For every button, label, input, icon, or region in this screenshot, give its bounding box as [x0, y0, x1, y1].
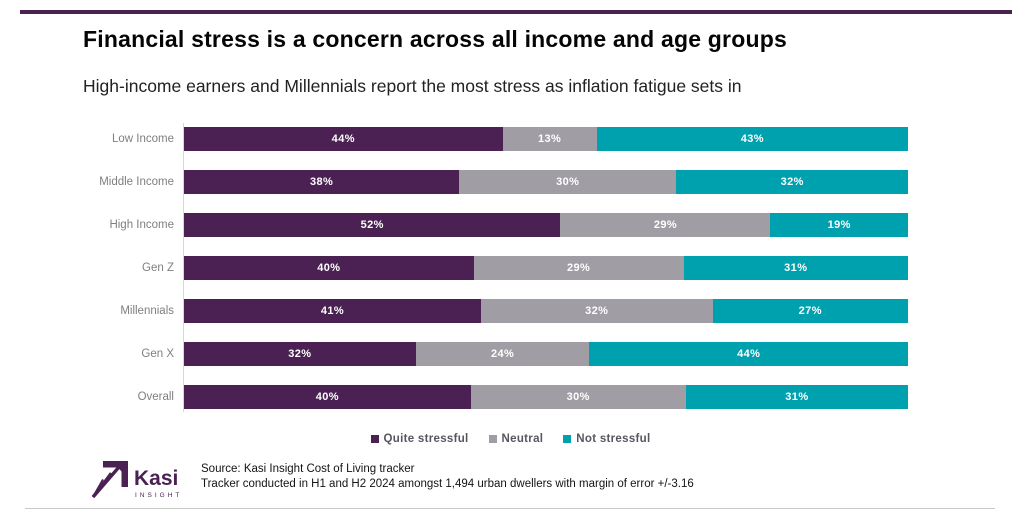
category-label: Gen X	[141, 348, 174, 360]
data-label: 29%	[566, 262, 591, 274]
data-label: 43%	[740, 133, 764, 145]
chart-title: Financial stress is a concern across all…	[83, 26, 787, 52]
data-label: 29%	[653, 219, 678, 231]
data-label: 30%	[556, 176, 580, 188]
chart-row: Millennials 41% 32% 27%	[0, 299, 1021, 323]
legend-swatch-icon	[488, 435, 497, 443]
y-axis-line	[183, 123, 184, 412]
data-label: 31%	[785, 391, 809, 403]
bar-segment: 30%	[470, 385, 686, 409]
bar-segment: 41%	[184, 299, 481, 323]
source-line-1: Source: Kasi Insight Cost of Living trac…	[201, 463, 415, 475]
bar-stack: 38% 30% 32%	[184, 170, 909, 194]
data-label: 32%	[288, 348, 312, 360]
bar-segment: 40%	[184, 256, 474, 280]
bar-segment: 31%	[685, 385, 908, 409]
bar-segment: 29%	[473, 256, 684, 280]
bar-segment: 24%	[415, 342, 590, 366]
bar-segment: 19%	[770, 213, 908, 237]
chart-row: Gen Z 40% 29% 31%	[0, 256, 1021, 280]
source-note: Source: Kasi Insight Cost of Living trac…	[201, 462, 901, 492]
bar-segment: 29%	[560, 213, 771, 237]
legend-label: Quite stressful	[383, 433, 469, 445]
bar-segment: 38%	[184, 170, 460, 194]
chart-row: Overall 40% 30% 31%	[0, 385, 1021, 409]
bar-stack: 40% 29% 31%	[184, 256, 908, 280]
top-accent-rule	[20, 10, 1012, 14]
bar-segment: 52%	[184, 213, 561, 237]
bar-segment: 32%	[184, 342, 416, 366]
bar-segment: 30%	[459, 170, 677, 194]
bottom-divider-rule	[25, 508, 995, 509]
data-label: 44%	[331, 133, 355, 145]
bar-stack: 41% 32% 27%	[184, 299, 909, 323]
data-label: 41%	[320, 305, 345, 317]
bar-segment: 44%	[589, 342, 909, 366]
chart-row: High Income 52% 29% 19%	[0, 213, 1021, 237]
kasi-insight-logo: Kasi INSIGHT	[91, 461, 182, 499]
bar-segment: 43%	[596, 127, 908, 151]
legend-swatch-icon	[563, 435, 572, 443]
kasi-logo-arrow-icon	[91, 461, 128, 499]
legend-item: Quite stressful	[370, 433, 469, 445]
legend-swatch-icon	[370, 435, 379, 443]
bar-segment: 13%	[502, 127, 597, 151]
data-label: 30%	[566, 391, 590, 403]
data-label: 38%	[309, 176, 334, 188]
kasi-logo-sub-text: INSIGHT	[135, 492, 182, 499]
bar-stack: 52% 29% 19%	[184, 213, 908, 237]
data-label: 52%	[360, 219, 384, 231]
bar-stack: 32% 24% 44%	[184, 342, 909, 366]
legend-item: Neutral	[488, 433, 544, 445]
bar-segment: 32%	[480, 299, 713, 323]
source-line-2: Tracker conducted in H1 and H2 2024 amon…	[201, 478, 694, 490]
bar-segment: 31%	[683, 256, 908, 280]
bar-segment: 27%	[712, 299, 909, 323]
bar-stack: 44% 13% 43%	[184, 127, 908, 151]
category-label: Middle Income	[99, 176, 174, 188]
stacked-bar-chart: Low Income 44% 13% 43% Middle Income 38% 30% 32…	[0, 127, 1021, 428]
category-label: Millennials	[120, 305, 174, 317]
data-label: 24%	[490, 348, 515, 360]
data-label: 40%	[317, 262, 341, 274]
kasi-logo-brand-text: Kasi	[134, 467, 178, 490]
data-label: 31%	[784, 262, 808, 274]
chart-subtitle: High-income earners and Millennials repo…	[83, 76, 742, 96]
category-label: Overall	[137, 391, 174, 403]
chart-row: Middle Income 38% 30% 32%	[0, 170, 1021, 194]
data-label: 27%	[798, 305, 822, 317]
legend-label: Neutral	[501, 433, 544, 445]
bar-segment: 32%	[676, 170, 909, 194]
category-label: Low Income	[111, 133, 174, 145]
data-label: 13%	[538, 133, 562, 145]
data-label: 32%	[780, 176, 804, 188]
chart-row: Low Income 44% 13% 43%	[0, 127, 1021, 151]
data-label: 32%	[585, 305, 609, 317]
category-label: High Income	[109, 219, 174, 231]
category-label: Gen Z	[142, 262, 174, 274]
bar-segment: 44%	[184, 127, 503, 151]
data-label: 19%	[827, 219, 851, 231]
data-label: 44%	[737, 348, 761, 360]
bar-segment: 40%	[184, 385, 471, 409]
legend-label: Not stressful	[576, 433, 651, 445]
chart-legend: Quite stressful Neutral Not stressful	[0, 433, 1021, 445]
bar-stack: 40% 30% 31%	[184, 385, 908, 409]
chart-row: Gen X 32% 24% 44%	[0, 342, 1021, 366]
chart-rows: Low Income 44% 13% 43% Middle Income 38% 30% 32…	[0, 127, 1021, 409]
legend-item: Not stressful	[563, 433, 650, 445]
data-label: 40%	[315, 391, 339, 403]
